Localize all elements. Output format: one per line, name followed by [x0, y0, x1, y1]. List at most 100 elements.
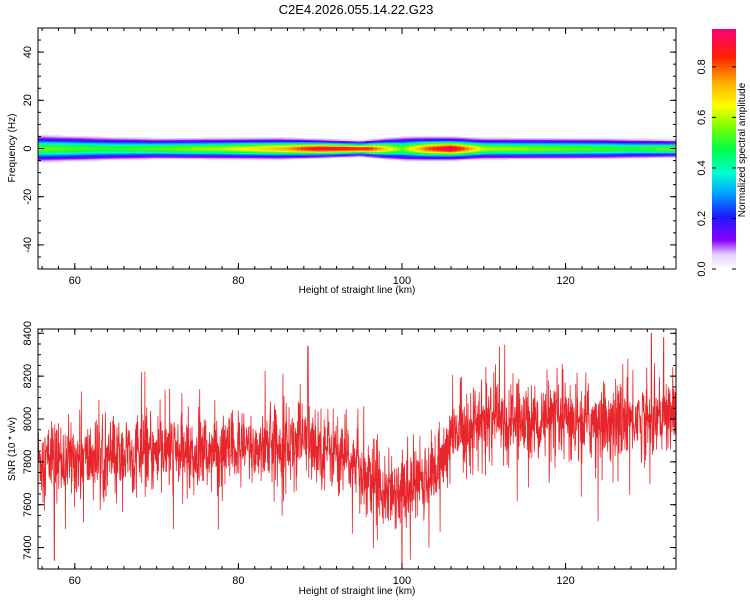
- heatmap-cell: [392, 146, 398, 149]
- heatmap-cell: [536, 145, 541, 147]
- heatmap-cell: [376, 153, 382, 156]
- heatmap-cell: [81, 146, 87, 149]
- heatmap-cell: [181, 152, 186, 155]
- heatmap-cell: [197, 146, 202, 149]
- heatmap-cell: [113, 137, 119, 139]
- heatmap-cell: [608, 138, 613, 140]
- heatmap-cell: [313, 151, 318, 154]
- heatmap-cell: [612, 141, 617, 144]
- heatmap-cell: [528, 146, 533, 149]
- heatmap-cell: [600, 153, 605, 156]
- heatmap-cell: [588, 138, 593, 140]
- heatmap-cell: [512, 149, 517, 151]
- heatmap-cell: [420, 149, 426, 151]
- heatmap-cell: [528, 157, 533, 160]
- heatmap-cell: [153, 151, 159, 154]
- heatmap-cell: [137, 156, 143, 158]
- heatmap-cell: [432, 138, 438, 140]
- heatmap-cell: [428, 149, 434, 151]
- heatmap-cell: [277, 146, 282, 149]
- heatmap-cell: [145, 144, 151, 146]
- heatmap-cell: [165, 145, 170, 147]
- heatmap-cell: [341, 153, 346, 156]
- heatmap-cell: [93, 137, 99, 139]
- heatmap-cell: [293, 150, 298, 152]
- heatmap-cell: [53, 144, 59, 146]
- heatmap-cell: [73, 137, 79, 139]
- heatmap-cell: [297, 145, 302, 147]
- heatmap-cell: [576, 145, 581, 147]
- heatmap-cell: [512, 151, 517, 154]
- heatmap-cell: [460, 149, 466, 151]
- heatmap-cell: [580, 146, 585, 149]
- heatmap-cell: [217, 141, 222, 144]
- heatmap-cell: [400, 144, 406, 146]
- heatmap-cell: [420, 152, 426, 155]
- spectrogram-frame: [37, 27, 677, 270]
- heatmap-cell: [289, 147, 294, 150]
- heatmap-cell: [644, 146, 649, 149]
- heatmap-cell: [632, 152, 637, 155]
- heatmap-cell: [504, 137, 509, 139]
- heatmap-cell: [440, 150, 446, 152]
- heatmap-cell: [321, 139, 326, 141]
- heatmap-cell: [305, 140, 310, 143]
- snr-plot: [37, 332, 677, 570]
- heatmap-cell: [185, 139, 190, 141]
- heatmap-cell: [548, 152, 553, 155]
- heatmap-cell: [61, 152, 67, 155]
- heatmap-cell: [424, 144, 430, 146]
- heatmap-cell: [592, 140, 597, 143]
- heatmap-cell: [440, 156, 446, 158]
- heatmap-cell: [253, 143, 258, 145]
- heatmap-cell: [285, 139, 290, 141]
- heatmap-cell: [548, 156, 553, 158]
- heatmap-cell: [608, 143, 613, 145]
- heatmap-cell: [588, 155, 593, 157]
- heatmap-cell: [129, 145, 135, 147]
- heatmap-cell: [516, 155, 521, 157]
- heatmap-cell: [329, 145, 334, 147]
- heatmap-cell: [400, 143, 406, 145]
- heatmap-cell: [452, 158, 458, 161]
- heatmap-cell: [580, 138, 585, 140]
- heatmap-cell: [153, 147, 159, 150]
- heatmap-cell: [380, 145, 386, 147]
- heatmap-cell: [360, 149, 366, 151]
- snr-series-line: [37, 332, 677, 570]
- heatmap-cell: [349, 153, 354, 156]
- heatmap-cell: [217, 144, 222, 146]
- heatmap-cell: [576, 152, 581, 155]
- heatmap-cell: [113, 158, 119, 161]
- heatmap-cell: [161, 151, 166, 154]
- heatmap-cell: [548, 146, 553, 149]
- heatmap-cell: [380, 150, 386, 152]
- heatmap-cell: [73, 157, 79, 160]
- heatmap-cell: [273, 144, 278, 146]
- heatmap-cell: [388, 146, 394, 149]
- heatmap-cell: [360, 152, 366, 155]
- heatmap-cell: [424, 150, 430, 152]
- heatmap-cell: [416, 143, 422, 145]
- heatmap-cell: [528, 155, 533, 157]
- heatmap-cell: [644, 140, 649, 143]
- heatmap-cell: [81, 140, 87, 143]
- heatmap-cell: [69, 137, 75, 139]
- heatmap-cell: [620, 141, 625, 144]
- heatmap-cell: [400, 137, 406, 139]
- heatmap-cell: [253, 144, 258, 146]
- heatmap-cell: [620, 140, 625, 143]
- heatmap-cell: [257, 146, 262, 149]
- heatmap-cell: [293, 153, 298, 156]
- heatmap-cell: [333, 152, 338, 155]
- heatmap-cell: [237, 155, 242, 157]
- heatmap-cell: [285, 156, 290, 158]
- heatmap-cell: [540, 147, 545, 150]
- heatmap-cell: [436, 137, 442, 139]
- heatmap-cell: [173, 157, 178, 160]
- heatmap-cell: [237, 143, 242, 145]
- heatmap-cell: [440, 157, 446, 160]
- heatmap-cell: [592, 153, 597, 156]
- heatmap-cell: [428, 140, 434, 143]
- heatmap-cell: [153, 144, 159, 146]
